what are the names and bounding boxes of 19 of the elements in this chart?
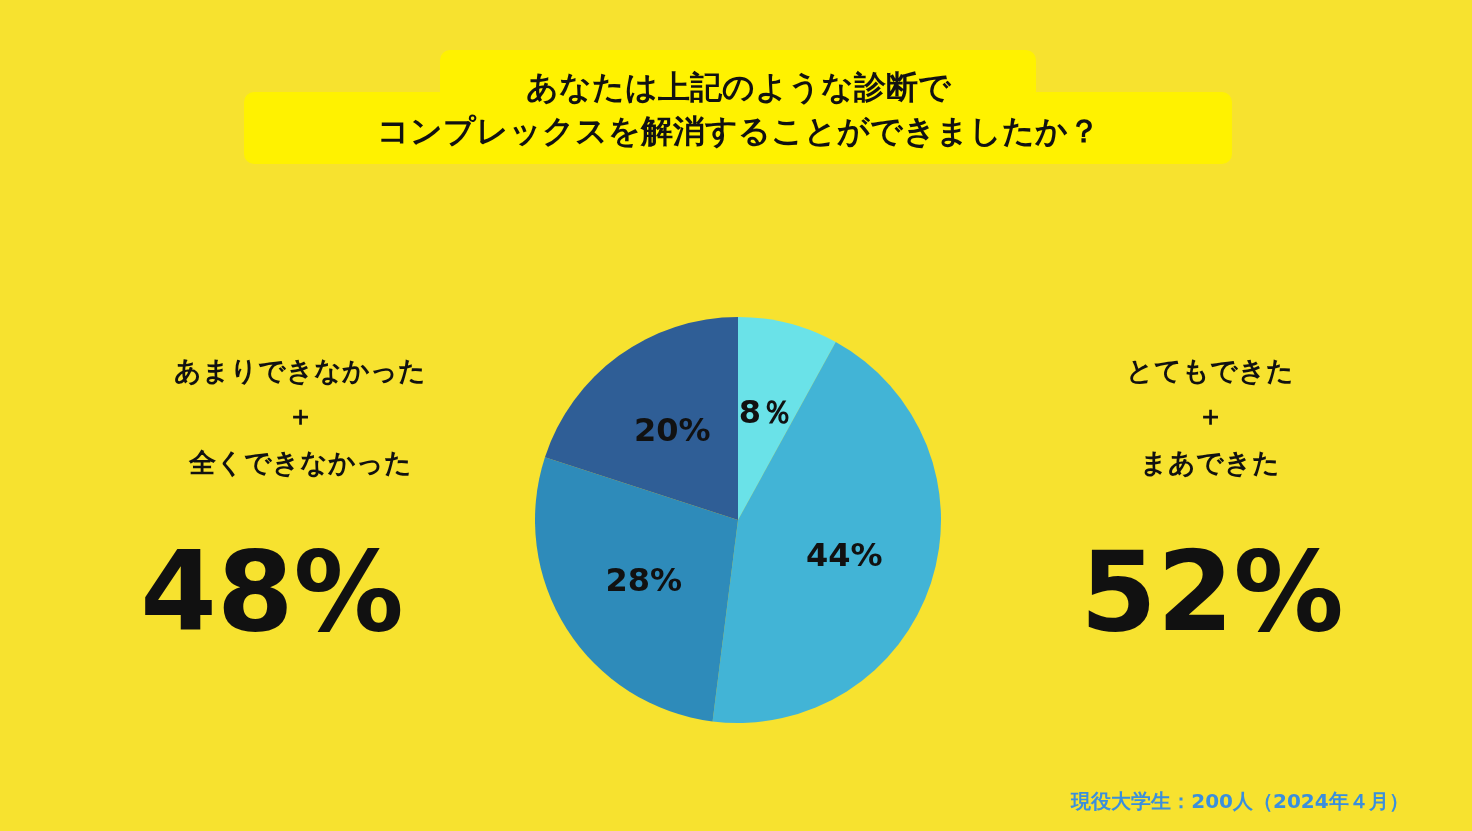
chart-title: あなたは上記のような診断で bbox=[525, 68, 952, 106]
text: 現役大学生：200人（2024年４月） bbox=[1070, 789, 1409, 813]
text: ＋ bbox=[286, 400, 314, 431]
text: まあできた bbox=[1140, 447, 1280, 478]
text: 52% bbox=[1080, 528, 1344, 656]
text: ＋ bbox=[1196, 400, 1224, 431]
text: 全くできなかった bbox=[187, 447, 412, 478]
pie-slice bbox=[544, 317, 738, 520]
text: あまりできなかった bbox=[174, 355, 426, 386]
text: 48% bbox=[140, 528, 404, 656]
data-label: 44% bbox=[805, 535, 883, 574]
chart-subtitle: コンプレックスを解消することができましたか？ bbox=[376, 112, 1100, 150]
data-label: 8％ bbox=[738, 392, 793, 431]
text: とてもできた bbox=[1126, 355, 1294, 386]
pie-slice bbox=[712, 342, 941, 723]
pie-slice bbox=[738, 317, 836, 520]
data-label: 20% bbox=[634, 410, 711, 449]
pie-slice bbox=[535, 457, 738, 722]
data-label: 28% bbox=[605, 560, 683, 599]
